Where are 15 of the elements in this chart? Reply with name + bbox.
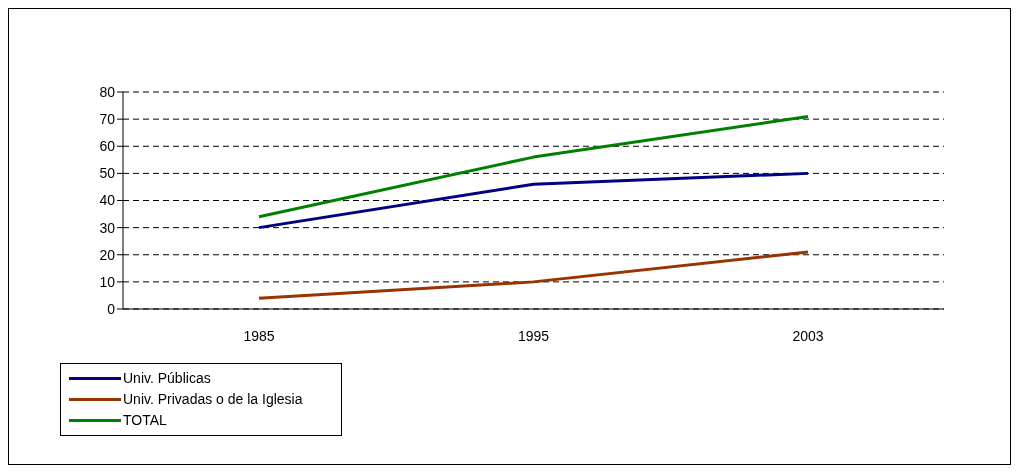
y-tick-label: 50 [99, 165, 116, 182]
y-tick-label: 20 [99, 246, 116, 263]
y-tick-label: 70 [99, 111, 116, 128]
legend-label: Univ. Privadas o de la Iglesia [123, 390, 303, 409]
legend-label: Univ. Públicas [123, 369, 211, 388]
y-tick-label: 80 [99, 83, 116, 100]
y-tick-label: 0 [107, 300, 116, 317]
x-tick-label: 1995 [517, 327, 550, 344]
x-tick-label: 1985 [243, 327, 275, 344]
y-tick-label: 30 [99, 219, 116, 236]
y-tick-label: 40 [99, 192, 116, 209]
y-tick-label: 60 [99, 138, 116, 155]
x-tick-label: 2003 [792, 327, 824, 344]
y-tick-label: 10 [99, 273, 116, 290]
legend-label: TOTAL [123, 411, 167, 430]
